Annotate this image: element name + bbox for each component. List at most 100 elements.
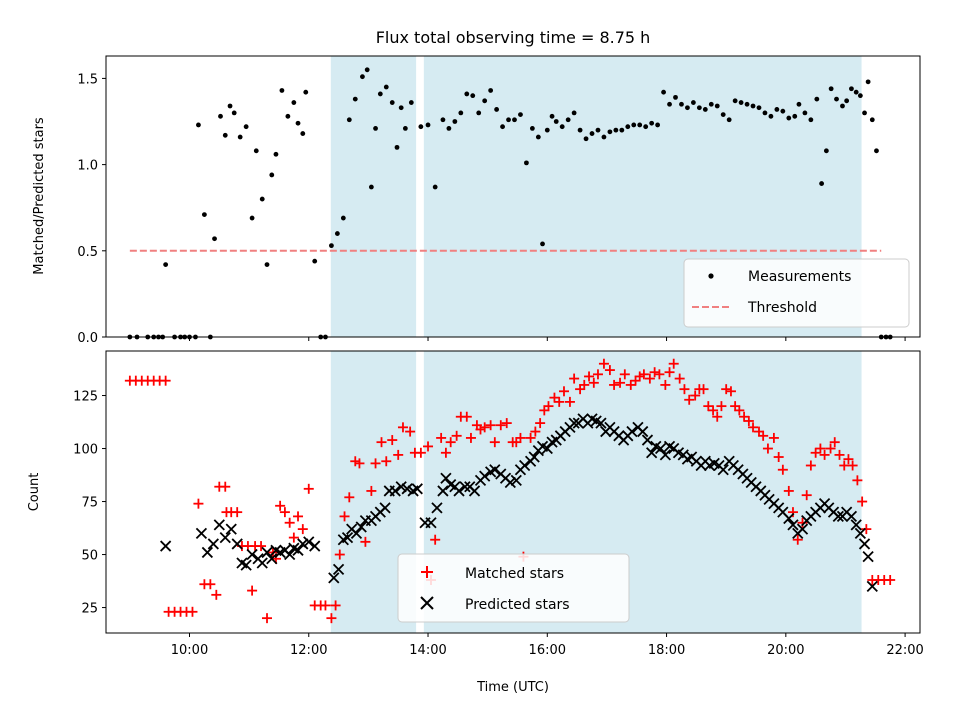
top-legend-box [683, 258, 910, 328]
measurement-point [549, 113, 555, 119]
measurement-point [264, 262, 270, 267]
matched-star-marker [584, 371, 595, 382]
bottom-legend-box [397, 553, 630, 623]
measurement-point [464, 91, 470, 97]
matched-star-marker [569, 373, 580, 384]
measurement-point [285, 113, 291, 119]
predicted-star-marker [328, 572, 340, 584]
predicted-star-marker [854, 527, 867, 539]
top-legend: Measurements Threshold [683, 258, 910, 328]
measurement-point [649, 120, 655, 126]
measurement-point [849, 86, 854, 92]
measurement-point [312, 258, 318, 264]
matched-star-marker [690, 390, 701, 401]
matched-star-marker [773, 452, 784, 463]
x-tick-label: 20:00 [767, 643, 804, 658]
measurement-point [273, 151, 279, 157]
predicted-star-marker [646, 447, 658, 459]
matched-star-marker [430, 534, 441, 545]
legend-label-matched: Matched stars [465, 566, 564, 582]
bottom-axes-frame [105, 350, 921, 634]
matched-star-marker [262, 613, 273, 624]
top-x-ticks [188, 337, 906, 341]
bottom-y-tick-label: 50 [81, 549, 98, 564]
predicted-star-marker [401, 483, 413, 495]
measurement-point [732, 98, 738, 104]
measurement-point [512, 117, 517, 123]
measurement-point [300, 131, 306, 136]
matched-star-marker [334, 549, 345, 560]
measurement-point [643, 124, 649, 130]
matched-star-marker [734, 405, 745, 416]
measurement-point [540, 241, 545, 247]
predicted-star-marker [246, 548, 258, 561]
measurement-point [631, 122, 637, 128]
measurement-point [346, 117, 352, 123]
measurement-point [862, 110, 867, 116]
measurement-point [494, 107, 500, 112]
matched-star-marker [211, 589, 222, 600]
matched-star-marker [330, 600, 341, 611]
predicted-star-marker [303, 536, 315, 548]
top-y-axis-label: Matched/Predicted stars [32, 117, 47, 275]
chart-title: Flux total observing time = 8.75 h [376, 28, 651, 47]
matched-star-marker [193, 498, 204, 509]
matched-star-marker [525, 432, 536, 443]
matched-star-marker [792, 534, 803, 545]
matched-star-marker [564, 396, 575, 407]
measurement-point [667, 101, 672, 107]
measurement-point [865, 79, 871, 85]
matched-star-marker [810, 447, 821, 458]
matched-star-marker [485, 420, 496, 431]
matched-star-marker [558, 386, 569, 397]
predicted-star-marker [717, 464, 729, 476]
matched-star-marker [679, 384, 690, 395]
matched-star-marker [604, 365, 615, 376]
matched-star-marker [393, 449, 404, 460]
measurement-point [524, 160, 529, 166]
matched-star-marker [708, 405, 719, 416]
matched-star-marker [825, 443, 836, 454]
measurement-point [243, 124, 249, 130]
matched-star-marker [423, 441, 434, 452]
predicted-star-marker [453, 485, 465, 497]
predicted-star-marker [213, 519, 225, 531]
matched-star-marker [579, 379, 590, 390]
matched-star-marker [885, 574, 896, 585]
matched-star-marker [543, 401, 554, 412]
matched-star-marker [256, 541, 267, 552]
matched-star-marker [721, 384, 732, 395]
matched-star-marker [783, 485, 794, 496]
matched-star-marker [247, 585, 258, 596]
matched-star-marker [609, 379, 620, 390]
matched-star-marker [354, 458, 365, 469]
measurement-point [840, 103, 845, 109]
matched-star-marker [615, 377, 626, 388]
predicted-star-marker [866, 580, 878, 592]
matched-star-marker [801, 490, 812, 501]
measurement-point [329, 243, 334, 249]
matched-star-marker [415, 447, 426, 458]
predicted-star-marker [219, 531, 231, 544]
measurement-point [334, 231, 340, 236]
measurement-point [458, 110, 464, 116]
measurement-point [425, 122, 431, 128]
matched-star-marker [768, 432, 779, 443]
matched-star-marker [275, 500, 286, 511]
observing-window-1 [330, 56, 417, 337]
measurement-point [690, 100, 696, 105]
measurement-point [823, 148, 829, 154]
predicted-star-marker [261, 546, 273, 559]
measurement-point [679, 101, 684, 107]
matched-star-marker [839, 460, 850, 471]
measurement-point [595, 127, 601, 133]
matched-star-marker [664, 367, 675, 378]
measurement-point [364, 67, 370, 73]
measurement-point [714, 103, 720, 109]
matched-star-marker [834, 449, 845, 460]
predicted-star-marker [231, 538, 243, 550]
matched-star-marker [843, 454, 854, 465]
matched-star-marker [654, 369, 665, 380]
matched-star-marker [387, 435, 398, 446]
